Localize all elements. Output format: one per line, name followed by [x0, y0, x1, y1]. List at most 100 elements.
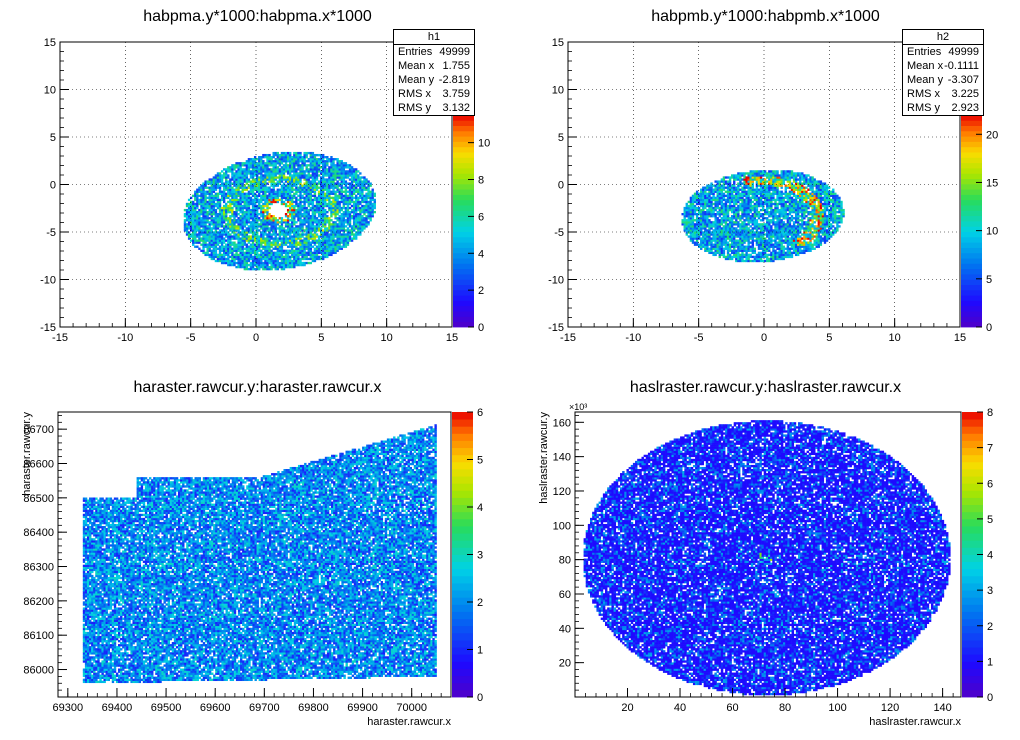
heatmap-cell: [266, 198, 269, 202]
heatmap-cell: [735, 213, 738, 216]
heatmap-cell: [214, 215, 218, 218]
heatmap-cell: [206, 237, 209, 240]
heatmap-cell: [695, 196, 699, 200]
heatmap-cell: [720, 243, 724, 246]
heatmap-cell: [284, 257, 288, 261]
heatmap-cell: [251, 164, 255, 167]
heatmap-cell: [689, 200, 693, 204]
heatmap-cell: [222, 213, 226, 216]
heatmap-cell: [714, 251, 717, 255]
heatmap-cell: [208, 198, 211, 202]
heatmap-cell: [295, 200, 298, 204]
heatmap-cell: [728, 233, 732, 236]
heatmap-cell: [266, 210, 269, 214]
heatmap-cell: [222, 200, 226, 204]
heatmap-cell: [303, 198, 306, 202]
heatmap-cell: [747, 231, 750, 234]
heatmap-cell: [685, 215, 688, 218]
heatmap-cell: [697, 233, 701, 236]
heatmap-cell: [749, 255, 752, 259]
heatmap-cell: [278, 190, 282, 193]
heatmap-cell: [722, 251, 726, 255]
heatmap-cell: [202, 182, 205, 185]
heatmap-cell: [340, 221, 343, 224]
heatmap-cell: [307, 251, 310, 255]
heatmap-cell: [299, 178, 302, 181]
heatmap-cell: [319, 243, 323, 246]
heatmap-cell: [324, 223, 327, 226]
heatmap-cell: [753, 204, 757, 208]
heatmap-cell: [264, 227, 267, 230]
heatmap-cell: [253, 253, 257, 257]
heatmap-cell: [352, 172, 356, 175]
heatmap-cell: [359, 196, 362, 200]
heatmap-cell: [272, 215, 275, 218]
heatmap-cell: [305, 239, 308, 242]
heatmap-cell: [716, 204, 719, 208]
heatmap-cell: [749, 210, 752, 214]
heatmap-cell: [332, 208, 335, 212]
heatmap-cell: [272, 180, 275, 183]
heatmap-cell: [311, 168, 315, 171]
heatmap-cell: [373, 206, 376, 210]
heatmap-cell: [229, 210, 232, 214]
heatmap-cell: [198, 188, 201, 191]
heatmap-cell: [336, 184, 339, 187]
heatmap-cell: [229, 227, 232, 230]
heatmap-cell: [241, 261, 244, 265]
heatmap-cell: [315, 229, 319, 232]
heatmap-cell: [264, 217, 267, 220]
heatmap-cell: [344, 213, 348, 216]
heatmap-cell: [280, 231, 284, 234]
heatmap-cell: [346, 172, 350, 175]
heatmap-cell: [212, 210, 216, 214]
heatmap-cell: [737, 200, 740, 204]
heatmap-cell: [256, 263, 259, 267]
heatmap-cell: [741, 210, 744, 214]
heatmap-cell: [342, 198, 346, 202]
heatmap-cell: [346, 166, 350, 169]
heatmap-cell: [689, 204, 693, 208]
heatmap-cell: [183, 227, 187, 230]
heatmap-cell: [728, 219, 732, 222]
heatmap-cell: [749, 184, 752, 187]
heatmap-cell: [256, 178, 259, 181]
heatmap-cell: [237, 162, 240, 165]
heatmap-cell: [324, 162, 327, 165]
heatmap-cell: [728, 204, 732, 208]
heatmap-cell: [264, 247, 267, 250]
heatmap-cell: [274, 237, 277, 240]
heatmap-cell: [724, 237, 728, 240]
heatmap-cell: [317, 251, 321, 255]
heatmap-cell: [330, 202, 333, 206]
heatmap-cell: [726, 196, 730, 200]
heatmap-cell: [687, 229, 691, 232]
heatmap-cell: [204, 182, 207, 185]
heatmap-cell: [293, 184, 296, 187]
heatmap-cell: [299, 194, 302, 198]
heatmap-cell: [299, 217, 302, 220]
heatmap-cell: [342, 241, 346, 244]
heatmap-cell: [210, 210, 213, 214]
heatmap-cell: [751, 237, 754, 240]
heatmap-cell: [297, 208, 300, 212]
heatmap-cell: [324, 213, 327, 216]
heatmap-cell: [315, 210, 319, 214]
heatmap-cell: [352, 219, 356, 222]
heatmap-cell: [212, 186, 216, 189]
heatmap-cell: [716, 241, 719, 244]
heatmap-cell: [264, 204, 267, 208]
heatmap-cell: [344, 190, 348, 193]
heatmap-cell: [225, 253, 228, 257]
heatmap-cell: [258, 253, 261, 257]
heatmap-cell: [338, 164, 341, 167]
heatmap-cell: [202, 245, 205, 248]
heatmap-cell: [256, 190, 259, 193]
heatmap-cell: [280, 200, 284, 204]
heatmap-cell: [256, 208, 259, 212]
heatmap-cell: [730, 215, 734, 218]
heatmap-cell: [324, 168, 327, 171]
color-scale-band: [453, 205, 474, 211]
heatmap-cell: [231, 223, 234, 226]
heatmap-cell: [745, 190, 748, 193]
